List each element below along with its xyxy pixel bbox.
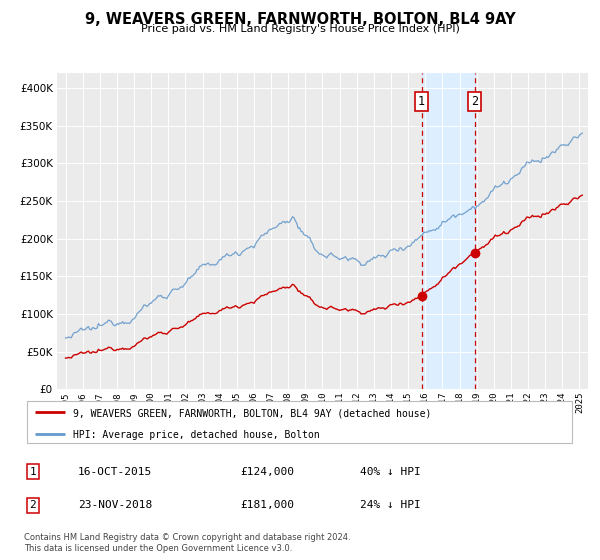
- Text: 24% ↓ HPI: 24% ↓ HPI: [360, 500, 421, 510]
- Text: 1: 1: [29, 466, 37, 477]
- Text: Price paid vs. HM Land Registry's House Price Index (HPI): Price paid vs. HM Land Registry's House …: [140, 24, 460, 34]
- Text: 40% ↓ HPI: 40% ↓ HPI: [360, 466, 421, 477]
- Text: HPI: Average price, detached house, Bolton: HPI: Average price, detached house, Bolt…: [73, 430, 319, 440]
- Text: 1: 1: [418, 95, 425, 108]
- Text: £124,000: £124,000: [240, 466, 294, 477]
- Text: 16-OCT-2015: 16-OCT-2015: [78, 466, 152, 477]
- Text: 2: 2: [472, 95, 479, 108]
- Text: 9, WEAVERS GREEN, FARNWORTH, BOLTON, BL4 9AY (detached house): 9, WEAVERS GREEN, FARNWORTH, BOLTON, BL4…: [73, 408, 431, 418]
- Text: 2: 2: [29, 500, 37, 510]
- Text: Contains HM Land Registry data © Crown copyright and database right 2024.
This d: Contains HM Land Registry data © Crown c…: [24, 533, 350, 553]
- Text: 23-NOV-2018: 23-NOV-2018: [78, 500, 152, 510]
- Bar: [422, 73, 475, 389]
- Text: £181,000: £181,000: [240, 500, 294, 510]
- FancyBboxPatch shape: [27, 401, 572, 444]
- Text: 9, WEAVERS GREEN, FARNWORTH, BOLTON, BL4 9AY: 9, WEAVERS GREEN, FARNWORTH, BOLTON, BL4…: [85, 12, 515, 27]
